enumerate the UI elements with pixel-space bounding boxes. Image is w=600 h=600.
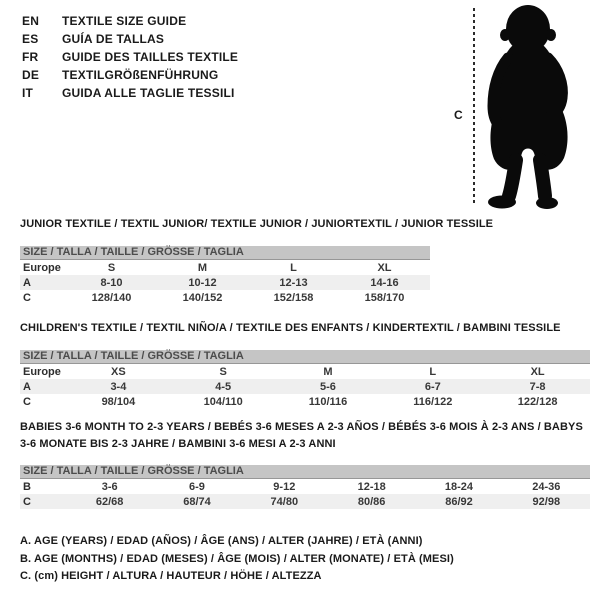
table-row: B 3-6 6-9 9-12 12-18 18-24 24-36 bbox=[20, 479, 590, 494]
height-figure: C bbox=[440, 0, 600, 215]
language-code: IT bbox=[22, 86, 34, 100]
size-cell: 158/170 bbox=[364, 291, 405, 304]
size-table: B 3-6 6-9 9-12 12-18 18-24 24-36 C 62/68 68/74 74/… bbox=[20, 479, 590, 509]
babies-textile-section: BABIES 3-6 MONTH TO 2-3 YEARS / BEBÉS 3-… bbox=[20, 419, 590, 509]
size-cell: S bbox=[107, 261, 116, 274]
size-cell: 3-6 bbox=[101, 480, 118, 493]
table-title: JUNIOR TEXTILE / TEXTIL JUNIOR/ TEXTILE … bbox=[20, 218, 494, 230]
size-cell: 3-4 bbox=[110, 380, 127, 393]
size-cell: 122/128 bbox=[517, 395, 558, 408]
row-label: A bbox=[23, 380, 31, 393]
table-row: C 62/68 68/74 74/80 80/86 86/92 92/98 bbox=[20, 494, 590, 509]
size-cell: 80/86 bbox=[357, 495, 386, 508]
row-label: Europe bbox=[23, 261, 61, 274]
footnote-line: A. AGE (YEARS) / EDAD (AÑOS) / ÂGE (ANS)… bbox=[20, 535, 423, 547]
size-cell: 6-9 bbox=[189, 480, 205, 493]
footnotes: A. AGE (YEARS) / EDAD (AÑOS) / ÂGE (ANS)… bbox=[20, 533, 454, 586]
table-row: Europe XS S M L XL bbox=[20, 364, 590, 379]
size-table: Europe XS S M L XL A 3-4 4-5 5-6 6-7 7-8 C 98/104 104/… bbox=[20, 364, 590, 409]
size-cell: XS bbox=[111, 365, 126, 378]
table-row: C 128/140 140/152 152/158 158/170 bbox=[20, 290, 430, 305]
language-code: EN bbox=[22, 14, 40, 28]
language-title: TEXTILGRÖßENFÜHRUNG bbox=[62, 68, 219, 82]
language-title-list: EN TEXTILE SIZE GUIDE ES GUÍA DE TALLAS FR GU… bbox=[22, 12, 238, 102]
size-cell: 128/140 bbox=[91, 291, 132, 304]
size-cell: 12-13 bbox=[279, 276, 308, 289]
height-dotted-line bbox=[473, 8, 475, 206]
language-row: ES GUÍA DE TALLAS bbox=[22, 30, 238, 48]
size-cell: 74/80 bbox=[270, 495, 299, 508]
language-title: TEXTILE SIZE GUIDE bbox=[62, 14, 187, 28]
size-cell: 5-6 bbox=[320, 380, 336, 393]
junior-textile-section: JUNIOR TEXTILE / TEXTIL JUNIOR/ TEXTILE … bbox=[20, 216, 494, 305]
size-cell: 8-10 bbox=[100, 276, 123, 289]
size-header-bar: SIZE / TALLA / TAILLE / GRÖSSE / TAGLIA bbox=[20, 246, 430, 260]
language-row: DE TEXTILGRÖßENFÜHRUNG bbox=[22, 66, 238, 84]
size-cell: 62/68 bbox=[95, 495, 124, 508]
size-cell: 12-18 bbox=[357, 480, 386, 493]
size-cell: 140/152 bbox=[182, 291, 223, 304]
row-label: Europe bbox=[23, 365, 61, 378]
table-row: Europe S M L XL bbox=[20, 260, 430, 275]
language-code: ES bbox=[22, 32, 39, 46]
size-cell: 7-8 bbox=[529, 380, 546, 393]
language-row: EN TEXTILE SIZE GUIDE bbox=[22, 12, 238, 30]
size-cell: 92/98 bbox=[532, 495, 561, 508]
size-cell: S bbox=[219, 365, 227, 378]
table-row: A 3-4 4-5 5-6 6-7 7-8 bbox=[20, 379, 590, 394]
row-label: A bbox=[23, 276, 31, 289]
size-cell: M bbox=[197, 261, 208, 274]
size-cell: 9-12 bbox=[273, 480, 296, 493]
row-label: C bbox=[23, 395, 31, 408]
size-cell: 18-24 bbox=[444, 480, 474, 493]
language-row: FR GUIDE DES TAILLES TEXTILE bbox=[22, 48, 238, 66]
size-cell: 10-12 bbox=[188, 276, 217, 289]
size-cell: 86/92 bbox=[445, 495, 473, 508]
table-title: CHILDREN'S TEXTILE / TEXTIL NIÑO/A / TEX… bbox=[20, 322, 561, 334]
table-title: BABIES 3-6 MONTH TO 2-3 YEARS / BEBÉS 3-… bbox=[20, 421, 583, 450]
table-row: A 8-10 10-12 12-13 14-16 bbox=[20, 275, 430, 290]
row-label: B bbox=[23, 480, 31, 493]
size-cell: 104/110 bbox=[203, 395, 243, 408]
row-label: C bbox=[23, 291, 31, 304]
size-header-bar: SIZE / TALLA / TAILLE / GRÖSSE / TAGLIA bbox=[20, 350, 590, 364]
size-cell: 24-36 bbox=[532, 480, 561, 493]
size-cell: XL bbox=[530, 365, 545, 378]
size-cell: 68/74 bbox=[183, 495, 211, 508]
footnote-line: B. AGE (MONTHS) / EDAD (MESES) / ÂGE (MO… bbox=[20, 552, 454, 565]
size-cell: 110/116 bbox=[308, 395, 348, 408]
row-label: C bbox=[23, 495, 31, 508]
language-title: GUÍA DE TALLAS bbox=[62, 32, 165, 46]
size-cell: 116/122 bbox=[413, 395, 453, 408]
footnote-line: C. (cm) HEIGHT / ALTURA / HAUTEUR / HÖHE… bbox=[20, 570, 322, 582]
language-code: FR bbox=[22, 50, 39, 64]
language-code: DE bbox=[22, 68, 40, 82]
size-cell: L bbox=[429, 365, 437, 378]
language-title: GUIDA ALLE TAGLIE TESSILI bbox=[62, 86, 235, 100]
size-cell: 14-16 bbox=[370, 276, 399, 289]
size-cell: 4-5 bbox=[215, 380, 232, 393]
size-cell: 98/104 bbox=[101, 395, 136, 408]
height-measure-label: C bbox=[454, 108, 463, 122]
size-header-bar: SIZE / TALLA / TAILLE / GRÖSSE / TAGLIA bbox=[20, 465, 590, 479]
size-cell: M bbox=[323, 365, 333, 378]
language-row: IT GUIDA ALLE TAGLIE TESSILI bbox=[22, 84, 238, 102]
table-row: C 98/104 104/110 110/116 116/122 122/128 bbox=[20, 394, 590, 409]
size-cell: 152/158 bbox=[273, 291, 314, 304]
size-cell: L bbox=[290, 261, 297, 274]
toddler-silhouette-icon bbox=[487, 5, 568, 209]
size-cell: XL bbox=[377, 261, 392, 274]
language-title: GUIDE DES TAILLES TEXTILE bbox=[62, 50, 239, 64]
childrens-textile-section: CHILDREN'S TEXTILE / TEXTIL NIÑO/A / TEX… bbox=[20, 320, 590, 409]
size-table: Europe S M L XL A 8-10 10-12 12-13 14-16 C 128/140 1… bbox=[20, 260, 430, 305]
size-cell: 6-7 bbox=[424, 380, 441, 393]
